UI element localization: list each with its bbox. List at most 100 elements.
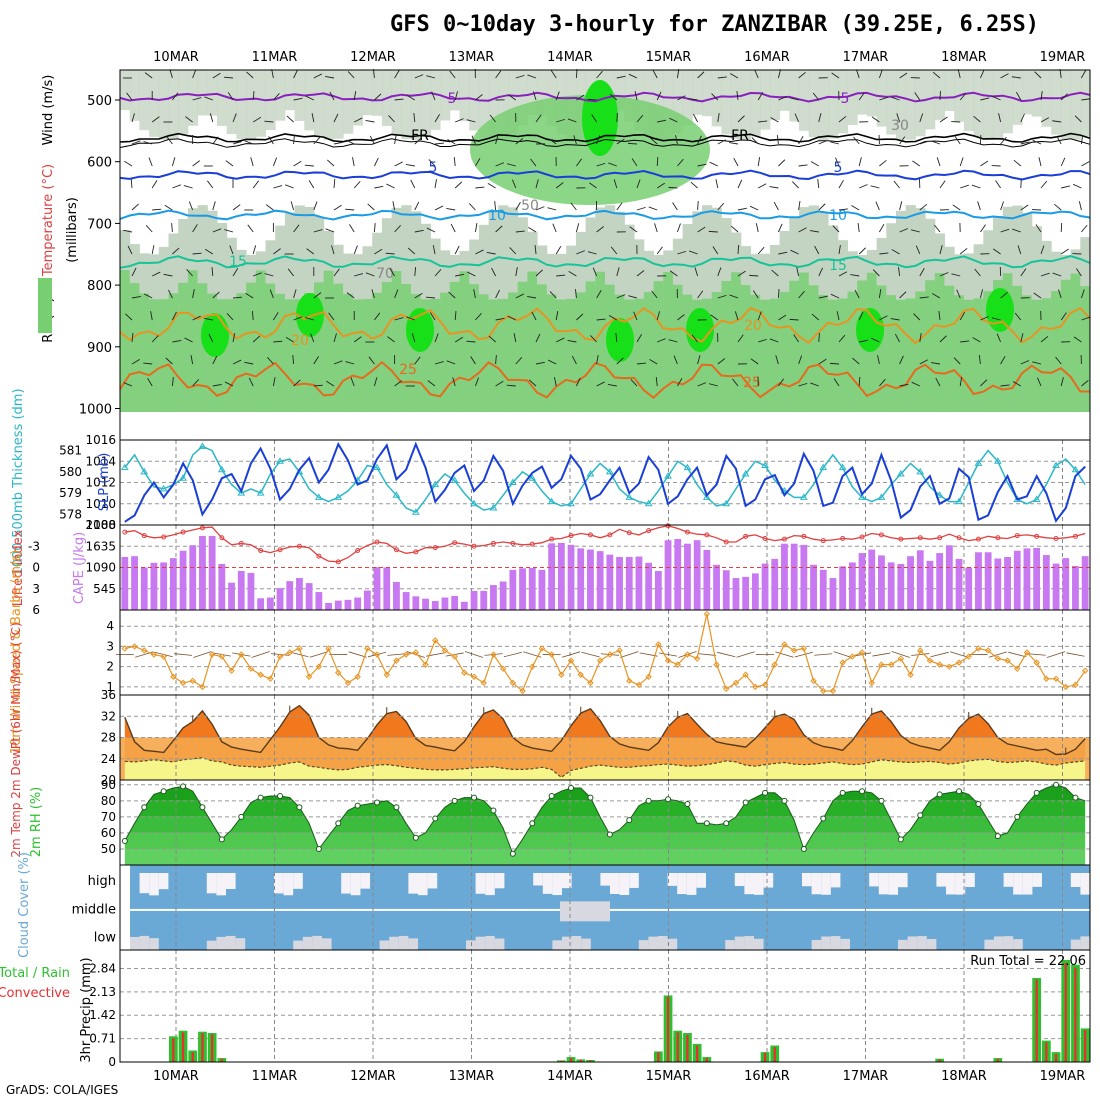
- cape-bar: [470, 590, 478, 610]
- wind-barb: [352, 157, 355, 167]
- wind-barb: [172, 92, 179, 101]
- wind-barb-10m: [949, 651, 969, 658]
- wind-barb: [792, 181, 799, 189]
- wind-barb-10m: [503, 651, 522, 658]
- thickness-line: [124, 445, 1086, 514]
- wind-barb: [512, 179, 517, 189]
- wind-barb: [1038, 157, 1042, 167]
- wind-barb: [818, 140, 828, 145]
- cape-bar: [567, 544, 575, 610]
- wind-barb: [677, 158, 684, 167]
- cloud-gap: [610, 873, 620, 894]
- wind-barb: [434, 361, 444, 365]
- rh-cell: [721, 280, 732, 412]
- rh-cell: [470, 95, 710, 205]
- wind-barb: [697, 355, 701, 365]
- total-rain-label: Total / Rain: [0, 966, 70, 981]
- contour-label: 5: [429, 160, 438, 176]
- wind-barb: [305, 317, 314, 321]
- rh-cell: [915, 70, 926, 137]
- wind-barb-10m: [309, 651, 328, 658]
- cloud-gap: [725, 940, 735, 950]
- wind-barb: [1081, 379, 1089, 387]
- wind-barb: [414, 356, 421, 365]
- li-point: [956, 535, 962, 541]
- wind-barb: [697, 382, 707, 387]
- rh-point: [781, 797, 788, 804]
- wind-barb: [854, 289, 860, 299]
- cape-bar: [1023, 548, 1031, 610]
- li-point: [1072, 533, 1078, 539]
- rh-cell: [304, 70, 315, 131]
- cloud-gap: [696, 908, 706, 911]
- wind-speed-point: [596, 657, 604, 664]
- rh-point: [141, 804, 148, 811]
- cloud-gap: [792, 908, 802, 911]
- thickness-point: [1071, 465, 1080, 473]
- wind-barb: [939, 272, 949, 277]
- wind-speed-point: [131, 643, 138, 650]
- rh-cell: [828, 70, 839, 139]
- wind-barb: [495, 354, 497, 365]
- wind-barb: [789, 97, 799, 101]
- wind-barb: [879, 159, 887, 167]
- precip-panel-frame: [119, 949, 1091, 1063]
- wind-barb: [899, 383, 909, 387]
- wind-barb: [468, 203, 476, 211]
- wind-speed-point: [684, 651, 691, 658]
- wind-barb: [313, 73, 323, 79]
- rh-cell: [226, 70, 237, 135]
- wind-barb: [246, 71, 254, 79]
- rh-cell: [886, 295, 897, 412]
- thickness-point: [722, 499, 731, 507]
- wind-barb-10m: [814, 653, 833, 656]
- wind-barb: [414, 74, 424, 79]
- cape-axis-label: CAPE (J/kg): [72, 532, 87, 604]
- wind-barb: [811, 313, 820, 321]
- rh-cell: [779, 70, 790, 111]
- rh-cell: [585, 281, 596, 412]
- wind-barb: [389, 268, 395, 277]
- wind-barb: [267, 357, 274, 365]
- wind-speed-point: [965, 653, 972, 660]
- wind-barb: [733, 157, 739, 167]
- rh-cell: [401, 70, 412, 139]
- wind-barb: [394, 98, 404, 101]
- wind-barb: [552, 223, 557, 233]
- wind-barb: [171, 377, 174, 387]
- wind-barb: [575, 223, 580, 233]
- wind-barb: [959, 247, 968, 255]
- wind-barb: [555, 311, 559, 321]
- wind-barb: [131, 113, 135, 123]
- cloud-gap: [830, 873, 841, 888]
- rh-cell: [488, 299, 499, 412]
- contour-line: [119, 255, 1091, 269]
- wind-barb: [1020, 113, 1025, 123]
- cape-bar: [926, 560, 934, 610]
- slp-tick-label: 1010: [85, 497, 116, 511]
- wind-speed-point: [179, 679, 187, 687]
- wind-barb: [634, 91, 638, 101]
- cape-bar: [936, 553, 944, 610]
- wind-barb: [224, 381, 234, 387]
- slp-tick-label: 1016: [85, 433, 116, 447]
- wind-barb: [1033, 292, 1042, 299]
- wind-barb: [669, 270, 678, 277]
- wind-barb: [568, 270, 577, 277]
- cape-bar: [393, 581, 400, 610]
- wind-barb: [305, 95, 314, 101]
- wind-barb: [838, 115, 847, 123]
- wind-barb: [972, 337, 981, 343]
- cape-bar: [160, 562, 168, 610]
- wind-barb: [832, 225, 840, 233]
- cloud-gap: [504, 908, 514, 911]
- rh-cell: [120, 70, 131, 110]
- li-point: [878, 532, 884, 538]
- wind-barb: [751, 137, 759, 145]
- cloud-gap: [581, 938, 591, 950]
- rh-cell: [672, 284, 684, 412]
- contour-line: [119, 169, 1091, 181]
- wind-barb: [1060, 312, 1067, 321]
- wind-speed-point: [1023, 649, 1031, 656]
- slp-tick-label: 1014: [85, 454, 116, 468]
